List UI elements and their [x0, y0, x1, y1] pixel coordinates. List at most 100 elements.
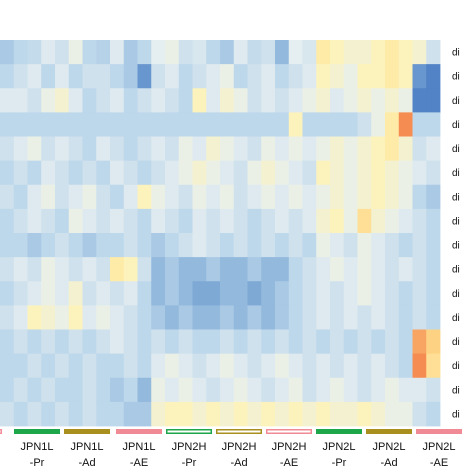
heatmap-cell [178, 305, 193, 330]
heatmap-cell [288, 64, 303, 89]
heatmap-cell [27, 160, 42, 186]
heatmap-cell [316, 184, 331, 210]
heatmap-cell [27, 233, 42, 258]
heatmap-cell [13, 305, 28, 330]
heatmap-cell [96, 112, 111, 137]
heatmap-cell [275, 40, 290, 65]
heatmap-cell [261, 160, 276, 186]
group-color-bars [0, 429, 462, 434]
heatmap-cell [343, 377, 358, 403]
heatmap-cell [13, 257, 28, 282]
heatmap-cell [206, 377, 221, 403]
heatmap-cell [426, 377, 441, 403]
heatmap-cell [206, 160, 221, 186]
heatmap-cell [55, 208, 70, 234]
heatmap-cell [41, 64, 56, 89]
heatmap-cell [165, 40, 180, 65]
heatmap-cell [13, 233, 28, 258]
group-color-bar [316, 429, 362, 434]
row-labels: di di di di di di di di di di di di di di di di [452, 48, 460, 421]
heatmap-cell [0, 281, 15, 306]
heatmap-cell [412, 136, 427, 162]
heatmap-cell [13, 88, 28, 113]
heatmap-cell [316, 88, 331, 113]
heatmap-cell [426, 184, 441, 210]
heatmap-cell [41, 353, 56, 379]
heatmap-cell [371, 184, 386, 210]
heatmap-cell [110, 64, 125, 89]
heatmap-cell [68, 257, 83, 282]
heatmap-cell [261, 64, 276, 89]
heatmap-cell [275, 281, 290, 306]
heatmap-cell [96, 233, 111, 258]
heatmap-cell [96, 160, 111, 186]
heatmap-cell [275, 257, 290, 282]
heatmap-cell [55, 233, 70, 258]
heatmap-cell [261, 136, 276, 162]
heatmap-cell [151, 257, 166, 282]
heatmap-cell [96, 184, 111, 210]
heatmap-cell [247, 257, 262, 282]
row-label: di [452, 265, 460, 276]
heatmap-cell [385, 281, 400, 306]
heatmap-cell [0, 353, 15, 379]
heatmap-cell [110, 233, 125, 258]
heatmap-cell [0, 136, 15, 162]
heatmap-cell [302, 184, 317, 210]
heatmap-cell [137, 136, 152, 162]
heatmap-cell [220, 353, 235, 379]
heatmap-cell [426, 160, 441, 186]
heatmap-cell [398, 208, 413, 234]
heatmap-cell [165, 112, 180, 137]
heatmap-cell [233, 40, 248, 65]
heatmap-cell [330, 112, 345, 137]
row-label: di [452, 96, 460, 107]
group-label-line2: -Ad [230, 457, 247, 469]
group-label-line2: -Pr [30, 457, 45, 469]
heatmap-cell [233, 112, 248, 137]
heatmap-cell [82, 88, 97, 113]
heatmap-cell [96, 305, 111, 330]
heatmap-cell [247, 184, 262, 210]
heatmap-cell [110, 281, 125, 306]
group-color-bar [416, 429, 462, 434]
heatmap-cell [385, 257, 400, 282]
heatmap-cell [398, 305, 413, 330]
heatmap-cell [82, 401, 97, 427]
heatmap-cell [233, 329, 248, 355]
heatmap-cell [288, 305, 303, 330]
heatmap-cell [261, 184, 276, 210]
heatmap-cell [206, 64, 221, 89]
heatmap-cell [206, 208, 221, 234]
heatmap-cell [41, 281, 56, 306]
heatmap-cell [220, 208, 235, 234]
heatmap-cell [412, 64, 427, 89]
heatmap-cell [55, 88, 70, 113]
heatmap-cell [165, 136, 180, 162]
group-color-bar [166, 429, 212, 434]
heatmap-cell [0, 329, 15, 355]
group-color-bar [216, 429, 262, 434]
heatmap-cell [330, 184, 345, 210]
heatmap-cell [110, 136, 125, 162]
heatmap-cell [275, 377, 290, 403]
heatmap-cell [220, 64, 235, 89]
heatmap-cell [151, 184, 166, 210]
heatmap-cell [247, 208, 262, 234]
row-label: di [452, 241, 460, 252]
heatmap-cell [288, 401, 303, 427]
heatmap-cell [275, 184, 290, 210]
heatmap-cell [343, 305, 358, 330]
heatmap-cell [233, 208, 248, 234]
heatmap-cell [55, 160, 70, 186]
heatmap-cell [275, 64, 290, 89]
heatmap-cell [288, 329, 303, 355]
heatmap-cell [398, 64, 413, 89]
heatmap-cell [27, 329, 42, 355]
heatmap-cell [192, 257, 207, 282]
group-label-line1: JPN2H [272, 441, 307, 453]
heatmap-cell [302, 160, 317, 186]
heatmap-cell [385, 64, 400, 89]
heatmap-cell [68, 64, 83, 89]
heatmap-cell [192, 281, 207, 306]
